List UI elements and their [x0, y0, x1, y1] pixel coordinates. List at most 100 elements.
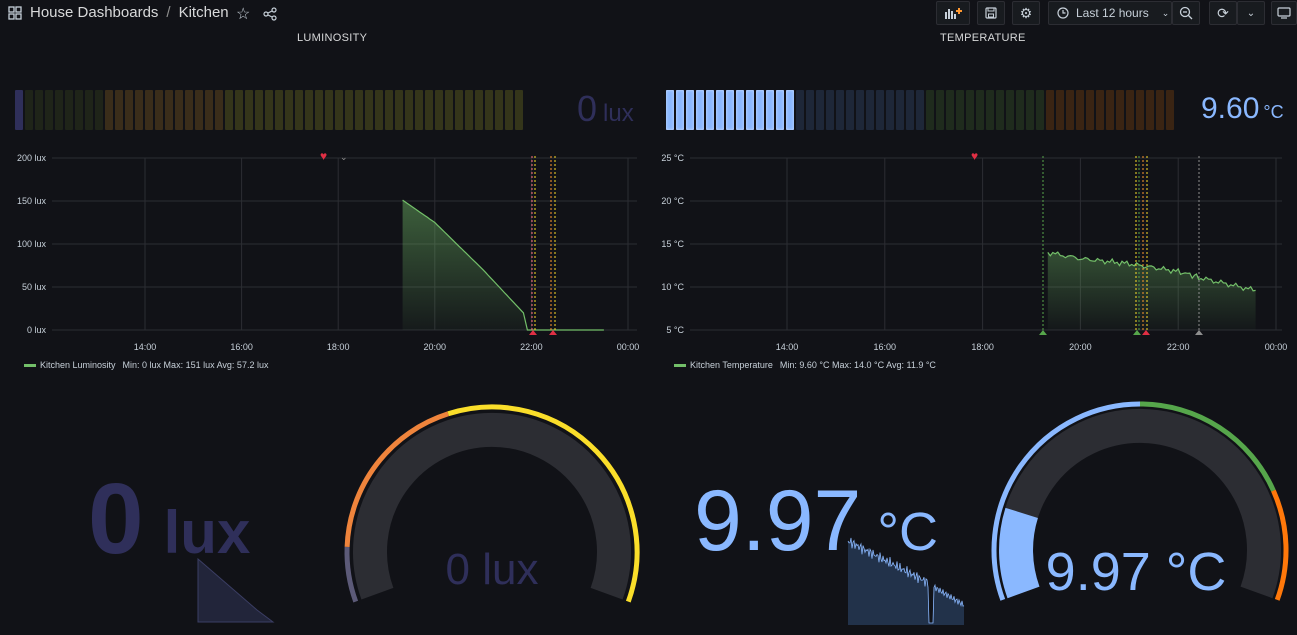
y-tick-label: 0 lux — [27, 325, 47, 335]
led-segment — [425, 90, 433, 130]
temperature-bar-gauge — [666, 90, 1174, 130]
led-segment — [806, 90, 814, 130]
led-segment — [205, 90, 213, 130]
chevron-down-icon[interactable]: ⌄ — [340, 152, 348, 162]
broken-heart-icon[interactable]: ♥ — [971, 149, 978, 163]
led-segment — [1166, 90, 1174, 130]
annotation-marker[interactable] — [529, 330, 537, 335]
legend-stats: Min: 0 lux Max: 151 lux Avg: 57.2 lux — [122, 360, 269, 370]
add-panel-button[interactable] — [936, 1, 970, 25]
chevron-down-icon: ⌄ — [1161, 7, 1170, 18]
led-segment — [996, 90, 1004, 130]
zoom-out-button[interactable] — [1172, 1, 1200, 25]
save-button[interactable] — [977, 1, 1005, 25]
led-segment — [866, 90, 874, 130]
y-tick-label: 5 °C — [666, 325, 684, 335]
led-segment — [1096, 90, 1104, 130]
x-tick-label: 00:00 — [1265, 342, 1288, 352]
grid-icon[interactable] — [8, 5, 22, 20]
chevron-down-icon: ⌄ — [1246, 7, 1256, 19]
led-segment — [55, 90, 63, 130]
led-segment — [876, 90, 884, 130]
luminosity-legend[interactable]: Kitchen Luminosity Min: 0 lux Max: 151 l… — [24, 360, 268, 370]
led-segment — [135, 90, 143, 130]
led-segment — [1046, 90, 1054, 130]
luminosity-graph[interactable]: 200 lux 150 lux 100 lux 50 lux 0 lux 14:00 16… — [0, 148, 650, 358]
led-segment — [295, 90, 303, 130]
led-segment — [706, 90, 714, 130]
led-segment — [716, 90, 724, 130]
led-segment — [1126, 90, 1134, 130]
y-tick-label: 150 lux — [17, 196, 47, 206]
led-segment — [235, 90, 243, 130]
led-segment — [195, 90, 203, 130]
refresh-button[interactable]: ⟳ — [1209, 1, 1237, 25]
settings-button[interactable]: ⚙ — [1012, 1, 1040, 25]
breadcrumb-page[interactable]: Kitchen — [178, 4, 229, 21]
luminosity-gauge-value: 0 lux — [446, 545, 539, 594]
x-tick-label: 16:00 — [874, 342, 897, 352]
led-segment — [175, 90, 183, 130]
annotation-marker[interactable] — [1039, 330, 1047, 335]
led-segment — [976, 90, 984, 130]
share-icon[interactable] — [263, 7, 277, 21]
annotation-marker[interactable] — [1142, 330, 1150, 335]
top-bar: House Dashboards / Kitchen ☆ ⚙ — [0, 0, 1297, 28]
time-range-picker[interactable]: Last 12 hours ⌄ — [1048, 1, 1172, 25]
gauge-track — [353, 412, 631, 600]
temperature-graph[interactable]: 25 °C 20 °C 15 °C 10 °C 5 °C 14:00 16:00 18:00… — [650, 148, 1297, 358]
led-segment — [936, 90, 944, 130]
led-segment — [1086, 90, 1094, 130]
led-segment — [1026, 90, 1034, 130]
breadcrumb-root[interactable]: House Dashboards — [30, 4, 159, 21]
annotation-marker[interactable] — [1133, 330, 1141, 335]
led-segment — [736, 90, 744, 130]
legend-series-name[interactable]: Kitchen Luminosity — [40, 360, 116, 370]
x-tick-label: 14:00 — [776, 342, 799, 352]
led-segment — [986, 90, 994, 130]
led-segment — [1066, 90, 1074, 130]
led-segment — [455, 90, 463, 130]
led-segment — [285, 90, 293, 130]
temperature-panel-title[interactable]: TEMPERATURE — [940, 32, 1026, 44]
y-tick-label: 100 lux — [17, 239, 47, 249]
legend-series-name[interactable]: Kitchen Temperature — [690, 360, 773, 370]
x-tick-label: 20:00 — [424, 342, 447, 352]
led-segment — [15, 90, 23, 130]
led-segment — [485, 90, 493, 130]
led-segment — [1076, 90, 1084, 130]
x-tick-label: 00:00 — [617, 342, 640, 352]
gear-icon: ⚙ — [1019, 4, 1033, 21]
clock-icon — [1057, 7, 1069, 19]
annotation-marker[interactable] — [549, 330, 557, 335]
led-segment — [385, 90, 393, 130]
annotation-marker[interactable] — [1195, 330, 1203, 335]
x-tick-label: 20:00 — [1069, 342, 1092, 352]
led-segment — [1036, 90, 1044, 130]
star-icon[interactable]: ☆ — [236, 6, 251, 23]
led-segment — [786, 90, 794, 130]
temperature-line — [1047, 251, 1256, 292]
led-segment — [666, 90, 674, 130]
led-segment — [445, 90, 453, 130]
temperature-stat-value: 9.97 °C — [694, 473, 938, 569]
luminosity-panel-title[interactable]: LUMINOSITY — [297, 32, 368, 44]
led-segment — [25, 90, 33, 130]
y-tick-label: 15 °C — [661, 239, 684, 249]
led-segment — [155, 90, 163, 130]
temperature-legend[interactable]: Kitchen Temperature Min: 9.60 °C Max: 14… — [674, 360, 936, 370]
x-tick-label: 14:00 — [134, 342, 157, 352]
led-segment — [265, 90, 273, 130]
legend-swatch — [24, 363, 36, 367]
broken-heart-icon[interactable]: ♥ — [320, 149, 327, 163]
led-segment — [275, 90, 283, 130]
tv-mode-button[interactable] — [1271, 1, 1297, 25]
led-segment — [475, 90, 483, 130]
led-segment — [35, 90, 43, 130]
refresh-interval-dropdown[interactable]: ⌄ — [1237, 1, 1265, 25]
led-segment — [826, 90, 834, 130]
led-segment — [696, 90, 704, 130]
led-segment — [1016, 90, 1024, 130]
led-segment — [365, 90, 373, 130]
led-segment — [215, 90, 223, 130]
